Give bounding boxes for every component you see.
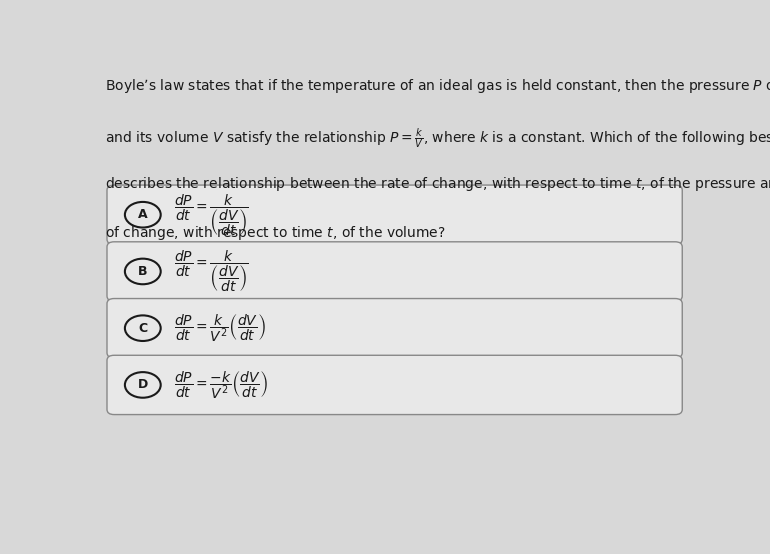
FancyBboxPatch shape — [107, 355, 682, 414]
FancyBboxPatch shape — [107, 185, 682, 244]
Text: $\dfrac{dP}{dt} = \dfrac{-k}{V^2}\left(\dfrac{dV}{dt}\right)$: $\dfrac{dP}{dt} = \dfrac{-k}{V^2}\left(\… — [174, 369, 268, 401]
Text: A: A — [138, 208, 148, 221]
Text: Boyle’s law states that if the temperature of an ideal gas is held constant, the: Boyle’s law states that if the temperatu… — [105, 77, 770, 95]
FancyBboxPatch shape — [107, 299, 682, 358]
Text: B: B — [138, 265, 148, 278]
Text: C: C — [139, 322, 147, 335]
Text: describes the relationship between the rate of change, with respect to time $t$,: describes the relationship between the r… — [105, 175, 770, 193]
FancyBboxPatch shape — [107, 242, 682, 301]
Text: $\dfrac{dP}{dt} = \dfrac{k}{V^2}\left(\dfrac{dV}{dt}\right)$: $\dfrac{dP}{dt} = \dfrac{k}{V^2}\left(\d… — [174, 312, 266, 344]
Text: $\dfrac{dP}{dt} = \dfrac{k}{\left(\dfrac{dV}{dt}\right)}$: $\dfrac{dP}{dt} = \dfrac{k}{\left(\dfrac… — [174, 249, 249, 294]
Text: $\dfrac{dP}{dt} = \dfrac{k}{\left(\dfrac{dV}{dt}\right)}$: $\dfrac{dP}{dt} = \dfrac{k}{\left(\dfrac… — [174, 192, 249, 238]
Text: D: D — [138, 378, 148, 392]
Text: and its volume $V$ satisfy the relationship $P = \frac{k}{V}$, where $k$ is a co: and its volume $V$ satisfy the relations… — [105, 126, 770, 150]
Text: of change, with respect to time $t$, of the volume?: of change, with respect to time $t$, of … — [105, 224, 446, 242]
